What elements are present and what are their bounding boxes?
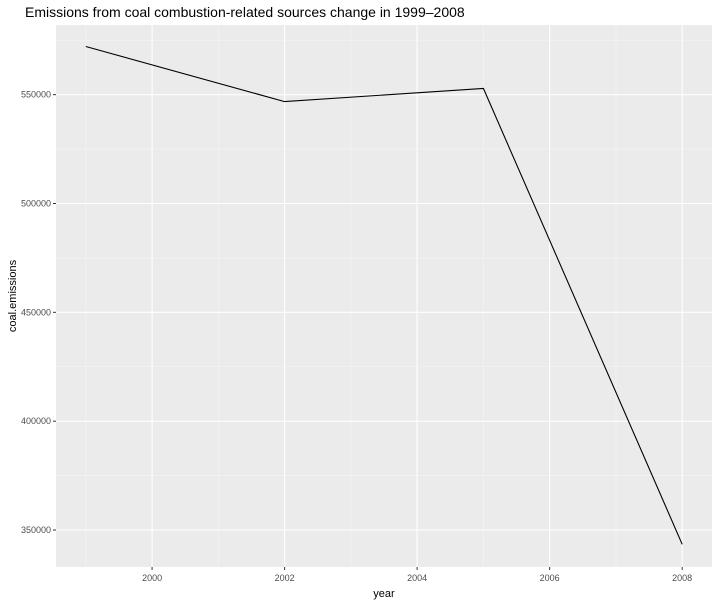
y-axis: 350000 400000 450000 500000 550000	[21, 90, 56, 535]
minor-gridlines	[56, 25, 712, 567]
y-tick-label: 400000	[21, 416, 51, 426]
chart-title: Emissions from coal combustion-related s…	[25, 4, 465, 20]
x-tick-label: 2004	[407, 573, 427, 583]
plot-panel	[56, 25, 712, 567]
y-tick-label: 550000	[21, 90, 51, 100]
x-axis: 2000 2002 2004 2006 2008	[142, 567, 692, 583]
y-tick-label: 500000	[21, 198, 51, 208]
y-axis-title: coal.emissions	[7, 259, 19, 332]
series-layer	[85, 45, 683, 545]
series-line	[85, 45, 683, 545]
x-axis-title: year	[373, 588, 395, 600]
y-tick-label: 350000	[21, 525, 51, 535]
x-tick-label: 2006	[540, 573, 560, 583]
major-gridlines	[56, 25, 712, 567]
x-tick-label: 2008	[672, 573, 692, 583]
y-tick-label: 450000	[21, 307, 51, 317]
x-tick-label: 2002	[275, 573, 295, 583]
x-tick-label: 2000	[142, 573, 162, 583]
